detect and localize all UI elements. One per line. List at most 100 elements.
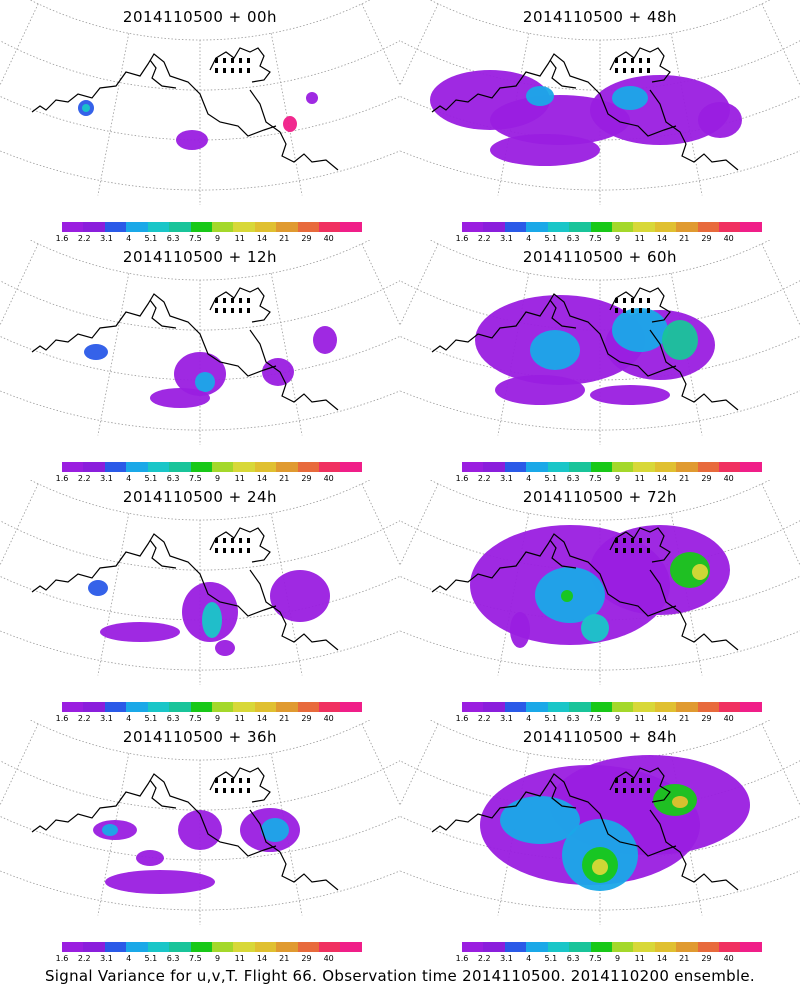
longitude-line: [361, 723, 400, 806]
island: [631, 58, 634, 63]
island: [223, 58, 226, 63]
longitude-line: [0, 3, 39, 86]
island: [615, 548, 618, 553]
colorbar-label: 29: [701, 954, 712, 963]
colorbar-cell: [319, 462, 341, 472]
map-grid: [0, 240, 400, 445]
longitude-line: [270, 273, 303, 436]
colorbar-cell: [126, 222, 148, 232]
island: [239, 548, 242, 553]
colorbar-label: 1.6: [55, 954, 69, 963]
colorbar-cell: [547, 702, 570, 712]
colorbar-cell: [83, 462, 105, 472]
longitude-line: [497, 273, 530, 436]
colorbar-cell: [233, 462, 255, 472]
colorbar-cell: [504, 702, 527, 712]
colorbar-label: 1.6: [455, 954, 469, 963]
coastline: [31, 773, 277, 857]
colorbar-label: 21: [279, 714, 290, 723]
colorbar-label: 5.1: [544, 954, 558, 963]
longitude-line: [97, 273, 130, 436]
longitude-line: [361, 483, 400, 566]
colorbar-cell: [169, 222, 191, 232]
variance-region: [490, 134, 600, 166]
colorbar-cell: [62, 702, 84, 712]
variance-region: [178, 810, 222, 850]
colorbar-label: 6.3: [166, 474, 180, 483]
variance-region: [672, 796, 688, 808]
longitude-line: [670, 513, 703, 676]
colorbar-cell: [569, 222, 591, 232]
colorbar-cell: [319, 222, 341, 232]
coastlines: [31, 47, 339, 171]
map-grid: [0, 0, 400, 205]
colorbar-cell: [697, 942, 720, 952]
colorbar-cell: [83, 222, 105, 232]
colorbar-labels: 1.6 2.2 3.1 4 5.1 6.3 7.5 9 11 14 21 29 40: [456, 234, 762, 244]
longitude-line: [400, 243, 439, 326]
colorbar-cell: [126, 462, 148, 472]
coastline: [149, 779, 177, 809]
coastline: [649, 89, 739, 171]
colorbar-label: 4: [126, 714, 132, 723]
longitude-line: [761, 3, 800, 86]
colorbar-label: 9: [615, 474, 621, 483]
colorbar-label: 14: [256, 234, 268, 243]
colorbar-label: 29: [301, 234, 312, 243]
island: [239, 308, 242, 313]
colorbar-label: 4: [526, 474, 532, 483]
island: [615, 788, 618, 793]
island: [215, 308, 218, 313]
island: [231, 308, 234, 313]
colorbar: [62, 462, 362, 472]
colorbar-label: 40: [723, 474, 734, 483]
island: [623, 58, 626, 63]
island: [623, 68, 626, 73]
colorbar-label: 11: [634, 474, 645, 483]
colorbar-cell: [83, 942, 105, 952]
map-panel-60h: 2014110500 + 60h 1.6 2.2 3.1 4 5.1 6.3 7.5 9 11 1…: [400, 240, 800, 485]
island: [223, 788, 226, 793]
colorbar-label: 5.1: [544, 474, 558, 483]
island: [215, 298, 218, 303]
colorbar-cell: [104, 462, 127, 472]
variance-region: [283, 116, 297, 132]
coastlines: [431, 47, 739, 171]
island: [631, 298, 634, 303]
panel-title: 2014110500 + 24h: [122, 488, 278, 506]
colorbar-label: 9: [615, 954, 621, 963]
colorbar-label: 29: [301, 714, 312, 723]
colorbar-cell: [147, 462, 170, 472]
colorbar-label: 1.6: [55, 234, 69, 243]
colorbar-cell: [676, 702, 698, 712]
colorbar-label: 7.5: [588, 234, 602, 243]
colorbar-cell: [340, 942, 362, 952]
variance-region: [561, 590, 573, 602]
shaded-field: [88, 570, 330, 656]
colorbar-cell: [147, 222, 170, 232]
colorbar-cell: [126, 942, 148, 952]
latitude-line: [429, 720, 771, 761]
colorbar-label: 7.5: [188, 954, 202, 963]
island: [623, 308, 626, 313]
coastline: [431, 533, 677, 617]
variance-region: [261, 818, 289, 842]
colorbar-cell: [319, 942, 341, 952]
map-grid: [0, 480, 400, 685]
colorbar-cell: [590, 462, 612, 472]
island: [615, 298, 618, 303]
colorbar-cell: [276, 942, 298, 952]
map-plot: [400, 0, 800, 205]
coastlines: [431, 767, 739, 891]
variance-region: [202, 602, 222, 638]
variance-region: [692, 564, 708, 580]
island: [647, 788, 650, 793]
map-panel-12h: 2014110500 + 12h 1.6 2.2 3.1 4 5.1 6.3 7.5 9 11 1…: [0, 240, 400, 485]
colorbar-label: 9: [615, 234, 621, 243]
colorbar-cell: [526, 942, 548, 952]
colorbar-cell: [590, 222, 612, 232]
coastline: [649, 809, 739, 891]
colorbar-label: 4: [526, 234, 532, 243]
latitude-line: [429, 0, 771, 41]
island: [223, 778, 226, 783]
